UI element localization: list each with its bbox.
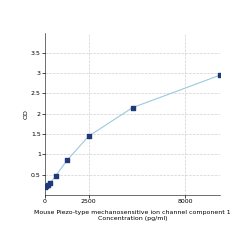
Y-axis label: OD: OD (23, 109, 28, 119)
Point (48, 181, 52, 185)
Point (87, 134, 91, 138)
Point (65, 158, 69, 162)
Point (44, 184, 48, 188)
X-axis label: Mouse Piezo-type mechanosensitive ion channel component 1
Concentration (pg/ml): Mouse Piezo-type mechanosensitive ion ch… (34, 210, 231, 220)
Point (46, 183, 50, 187)
Point (130, 106, 134, 110)
Point (218, 73, 222, 77)
Point (43, 185, 47, 189)
Point (54, 174, 58, 178)
